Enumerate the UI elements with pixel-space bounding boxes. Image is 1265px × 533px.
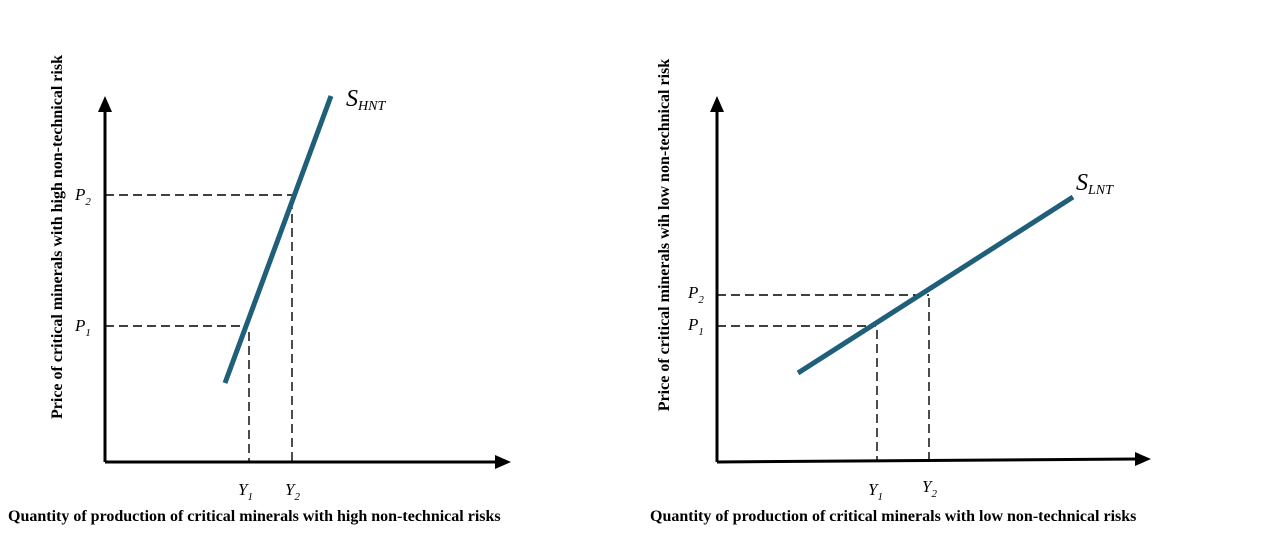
- x-axis-label: Quantity of production of critical miner…: [650, 508, 1137, 525]
- high-risk-supply-plot: SHNT P2 P1 Y1 Y2: [74, 86, 511, 503]
- quantity-tick-y2: Y2: [285, 480, 300, 503]
- supply-curve-lnt-label: SLNT: [1076, 170, 1114, 198]
- price-tick-p1: P1: [74, 316, 91, 339]
- x-axis-arrowhead: [495, 455, 511, 469]
- x-axis-arrowhead: [1135, 452, 1151, 466]
- supply-curve-lnt: [796, 194, 1075, 376]
- price-tick-p2: P2: [74, 185, 91, 208]
- y-axis-label: Price of critical minerals with high non…: [49, 55, 66, 419]
- quantity-tick-y2: Y2: [922, 477, 937, 500]
- x-axis-label: Quantity of production of critical miner…: [8, 508, 501, 525]
- low-risk-supply-diagram: SLNT P2 P1 Y1 Y2 Price of critical miner…: [632, 0, 1265, 533]
- y-axis-label: Price of critical minerals wih low non-t…: [656, 58, 673, 412]
- y-axis-arrowhead: [98, 96, 112, 112]
- supply-curve-hnt: [222, 95, 334, 384]
- price-tick-p2: P2: [687, 283, 704, 306]
- price-tick-p1: P1: [687, 315, 704, 338]
- x-axis: [716, 457, 1138, 464]
- quantity-tick-y1: Y1: [238, 480, 253, 503]
- high-risk-supply-diagram: SHNT P2 P1 Y1 Y2 Price of critical miner…: [0, 0, 630, 533]
- supply-curve-hnt-label: SHNT: [346, 86, 386, 114]
- low-risk-supply-plot: SLNT P2 P1 Y1 Y2: [687, 96, 1151, 503]
- y-axis-arrowhead: [710, 96, 724, 112]
- quantity-tick-y1: Y1: [868, 480, 883, 503]
